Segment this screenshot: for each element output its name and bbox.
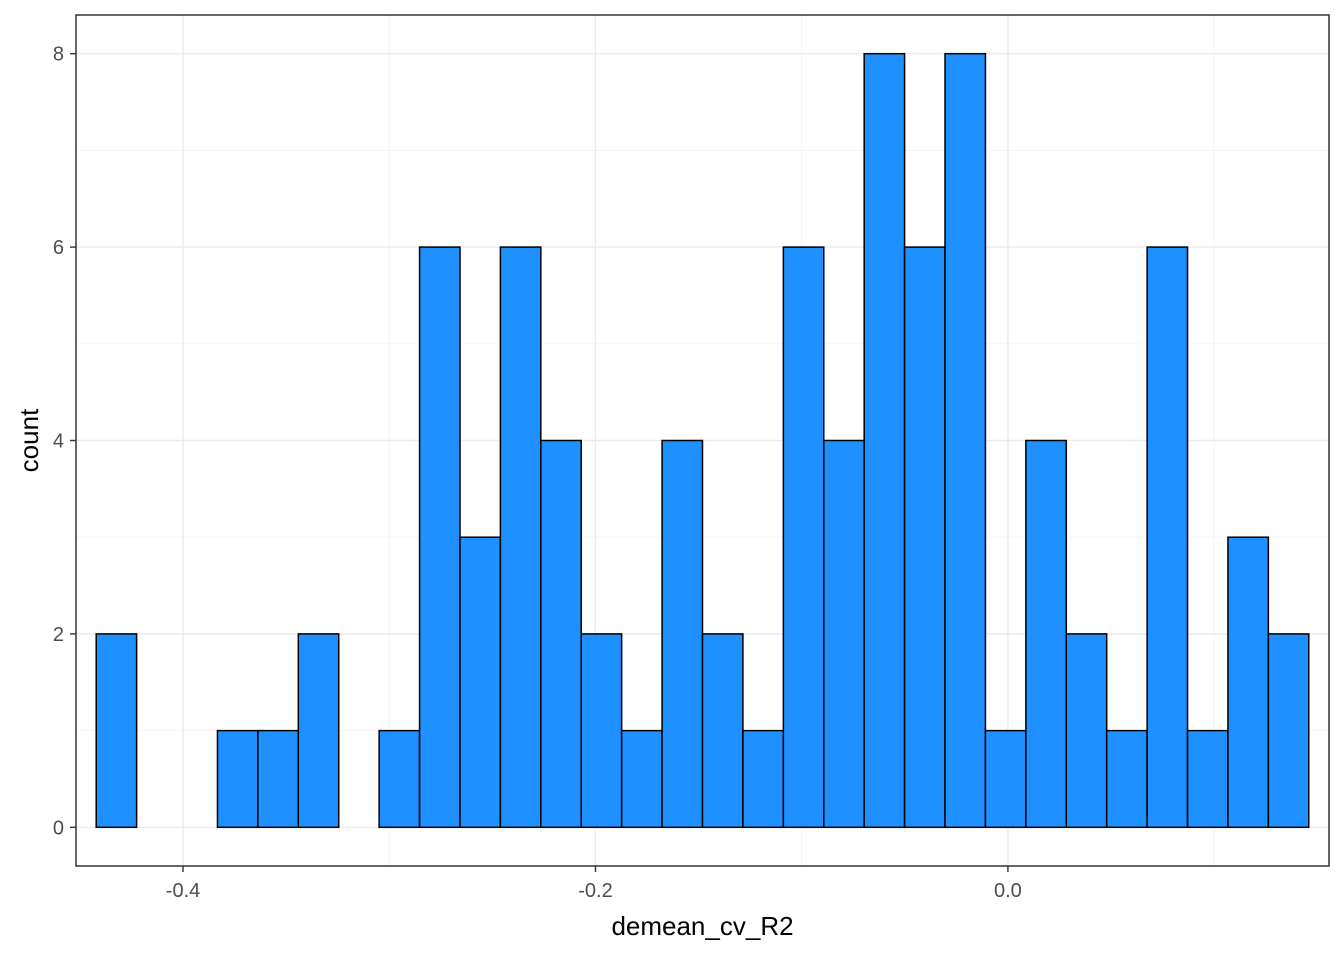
histogram-bar [540,439,582,829]
histogram-bar [1065,633,1108,829]
x-tick-label: 0.0 [994,880,1022,902]
y-tick-label: 6 [53,237,64,259]
histogram-bar [1025,439,1068,829]
y-tick-label: 8 [53,44,64,66]
y-tick-label: 4 [53,431,64,453]
histogram-bar [701,633,744,829]
histogram-bar [216,729,259,829]
histogram-bar [418,246,461,829]
histogram-bar [1267,633,1310,829]
histogram-bar [620,729,663,829]
histogram-bar [459,536,502,829]
histogram-bar [499,246,542,829]
x-tick-label: -0.4 [166,880,200,902]
histogram-bar [661,439,704,829]
y-tick-label: 0 [53,817,64,839]
histogram-bar [378,729,421,829]
y-axis-title: count [14,408,44,472]
histogram-bar [1186,729,1229,829]
histogram-bar [863,52,906,829]
histogram-bars [95,52,1310,829]
histogram-bar [984,729,1027,829]
y-axis-ticks: 0 2 4 6 8 [53,44,76,839]
x-axis-title: demean_cv_R2 [611,911,793,941]
histogram-bar [1146,246,1189,829]
x-axis-ticks: -0.4 -0.2 0.0 [166,866,1022,902]
x-tick-label: -0.2 [578,880,612,902]
histogram-bar [580,633,623,829]
histogram-bar [944,52,987,829]
histogram-bar [742,729,785,829]
histogram-bar [257,729,300,829]
histogram-bar [782,246,825,829]
histogram-bar [297,633,340,829]
y-tick-label: 2 [53,624,64,646]
histogram-bar [95,633,138,829]
histogram-bar [823,439,865,829]
histogram-bar [1227,536,1270,829]
histogram-bar [1105,729,1148,829]
histogram-bar [903,246,946,829]
